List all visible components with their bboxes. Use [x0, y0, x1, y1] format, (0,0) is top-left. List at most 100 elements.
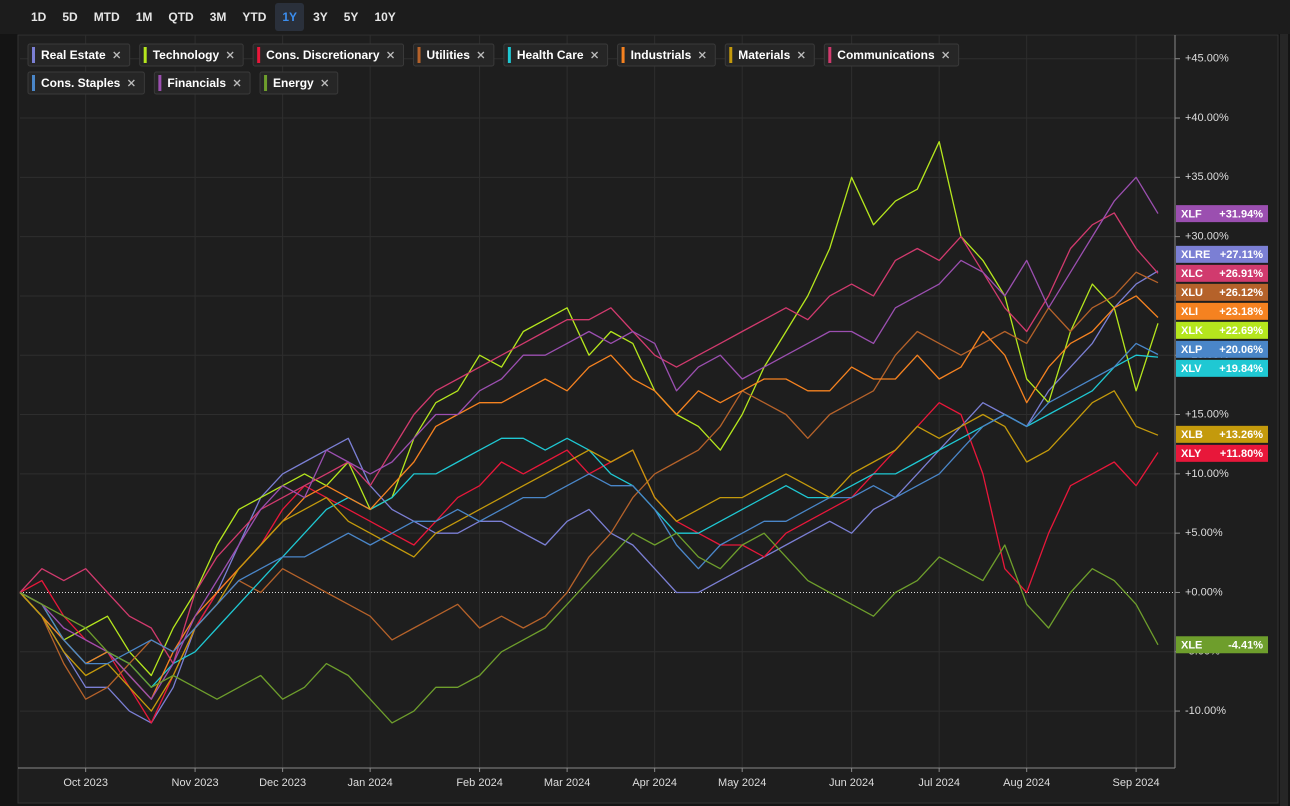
end-label-value: +23.18%: [1219, 306, 1263, 318]
y-tick-label: -10.00%: [1185, 705, 1226, 717]
series-line: [19, 141, 1159, 677]
end-label: XLF +31.94%: [1176, 205, 1268, 223]
range-button[interactable]: YTD: [242, 10, 267, 24]
range-toolbar: 1D 5D MTD 1M QTD 3M YTD 1Y 3Y 5Y 10Y: [0, 0, 1290, 34]
legend-remove[interactable]: [942, 51, 950, 59]
legend-label: Technology: [153, 48, 220, 62]
legend-label: Health Care: [517, 48, 584, 62]
legend-swatch: [828, 47, 832, 63]
range-button[interactable]: QTD: [168, 10, 194, 24]
end-label: XLB +13.26%: [1176, 425, 1268, 443]
series-line: [19, 295, 1159, 700]
range-button[interactable]: 10Y: [374, 10, 396, 24]
end-label-ticker: XLC: [1181, 268, 1203, 280]
y-tick-label: +30.00%: [1185, 231, 1229, 243]
end-label: XLV +19.84%: [1176, 359, 1268, 377]
end-label-value: +19.84%: [1219, 363, 1263, 375]
x-tick-label: Jun 2024: [829, 777, 874, 789]
legend-item[interactable]: Communications: [823, 43, 960, 67]
end-label-box: [1176, 359, 1268, 377]
legend-item[interactable]: Energy: [259, 71, 339, 95]
legend-swatch: [257, 47, 261, 63]
legend-remove[interactable]: [226, 51, 234, 59]
legend-swatch: [729, 47, 733, 63]
legend-remove[interactable]: [233, 79, 241, 87]
legend-chip: [27, 43, 131, 67]
end-label-box: [1176, 425, 1268, 443]
series-line: [19, 342, 1159, 665]
end-label-box: [1176, 340, 1268, 358]
legend-remove[interactable]: [797, 51, 805, 59]
end-label: XLP +20.06%: [1176, 340, 1268, 358]
range-button[interactable]: MTD: [93, 10, 120, 24]
legend-item[interactable]: Health Care: [503, 43, 609, 67]
range-button[interactable]: 1Y: [275, 3, 305, 31]
x-tick-label: Sep 2024: [1113, 777, 1160, 789]
x-tick-label: Dec 2023: [259, 777, 306, 789]
y-tick-label: +0.00%: [1185, 586, 1223, 598]
legend-remove[interactable]: [113, 51, 121, 59]
legend-chip: [413, 43, 495, 67]
end-label: XLY +11.80%: [1176, 444, 1268, 462]
legend-label: Industrials: [631, 48, 692, 62]
legend-chip: [617, 43, 716, 67]
end-label-value: +31.94%: [1219, 209, 1263, 221]
legend-item[interactable]: Cons. Discretionary: [252, 43, 405, 67]
legend-item[interactable]: Technology: [139, 43, 244, 67]
legend-remove[interactable]: [477, 51, 485, 59]
range-button[interactable]: 5Y: [343, 10, 359, 24]
range-button[interactable]: 3Y: [313, 10, 328, 24]
x-tick-label: Aug 2024: [1003, 777, 1050, 789]
range-button[interactable]: 1M: [135, 10, 153, 24]
legend-swatch: [417, 47, 421, 63]
x-tick-label: Oct 2023: [63, 777, 108, 789]
legend-item[interactable]: Real Estate: [27, 43, 131, 67]
legend-item[interactable]: Materials: [724, 43, 815, 67]
legend-swatch: [32, 75, 35, 91]
legend-label: Energy: [273, 76, 314, 90]
legend-remove[interactable]: [387, 51, 394, 59]
legend-remove[interactable]: [698, 51, 706, 59]
legend-label: Real Estate: [41, 48, 106, 62]
y-tick-label: +45.00%: [1185, 53, 1229, 65]
x-tick-label: Jan 2024: [348, 777, 393, 789]
series-line: [19, 176, 1159, 700]
end-label-box: [1176, 321, 1268, 339]
end-label-box: [1176, 444, 1268, 462]
range-button[interactable]: 1D: [31, 10, 47, 24]
end-label-value: +13.26%: [1219, 429, 1263, 441]
legend-swatch: [621, 47, 625, 63]
series-line: [19, 532, 1159, 724]
end-label: XLI +23.18%: [1176, 302, 1268, 320]
end-label-box: [1176, 245, 1268, 263]
legend-item[interactable]: Financials: [153, 71, 251, 95]
series-line: [19, 212, 1159, 665]
legend-label: Cons. Staples: [41, 76, 121, 90]
legend-label: Materials: [738, 48, 790, 62]
legend-swatch: [507, 47, 511, 63]
end-label-value: +27.11%: [1220, 249, 1263, 261]
end-label-ticker: XLB: [1181, 429, 1203, 441]
legend-label: Cons. Discretionary: [266, 48, 380, 62]
y-tick-label: +40.00%: [1185, 112, 1229, 124]
end-label-ticker: XLK: [1181, 325, 1203, 337]
legend-remove[interactable]: [321, 79, 329, 87]
end-label-ticker: XLI: [1181, 306, 1198, 318]
end-label-value: +11.80%: [1220, 448, 1263, 460]
legend-item[interactable]: Cons. Staples: [27, 71, 145, 95]
legend-item[interactable]: Utilities: [413, 43, 495, 67]
legend-remove[interactable]: [591, 51, 599, 59]
x-tick-label: Jul 2024: [918, 777, 960, 789]
end-label-ticker: XLU: [1181, 287, 1203, 299]
legend-chip: [27, 71, 145, 95]
range-button[interactable]: 3M: [209, 10, 227, 24]
legend-item[interactable]: Industrials: [617, 43, 716, 67]
legend-swatch: [264, 75, 268, 91]
end-label: XLE -4.41%: [1176, 636, 1268, 654]
legend-label: Utilities: [427, 48, 471, 62]
legend-swatch: [143, 47, 147, 63]
x-tick-label: Feb 2024: [456, 777, 502, 789]
legend-remove[interactable]: [127, 79, 135, 87]
end-label: XLK +22.69%: [1176, 321, 1268, 339]
range-button[interactable]: 5D: [62, 10, 78, 24]
